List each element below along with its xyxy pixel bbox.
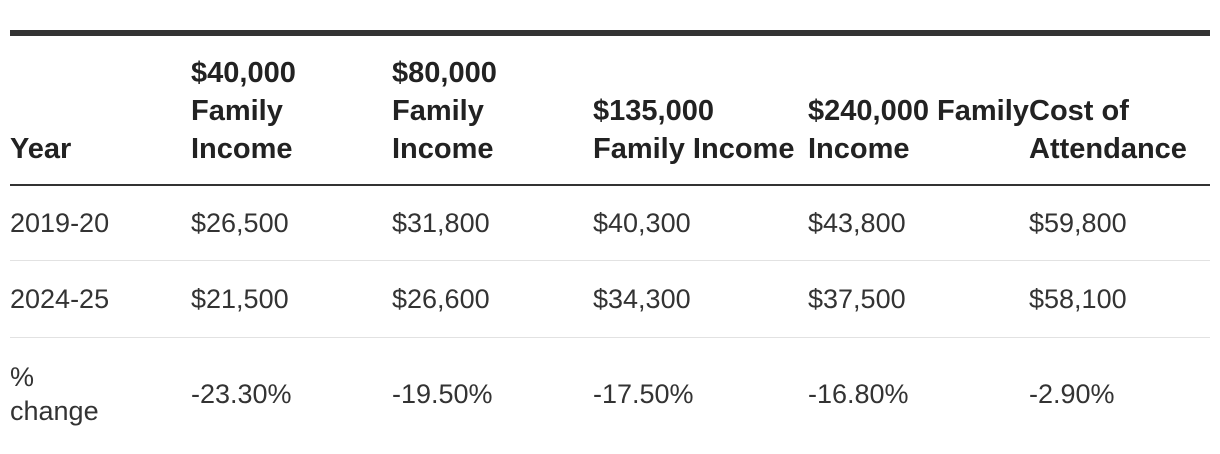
cell-income-135000: -17.50% [593,379,694,409]
cell-income-135000: $40,300 [593,185,808,261]
net-price-table: Year $40,000 Family Income $80,000 Famil… [10,36,1210,450]
cell-income-135000: $34,300 [593,260,808,338]
header-income-135000: $135,000 Family Income [593,36,808,186]
cell-income-240000: -16.80% [808,379,909,409]
cell-cost-of-attendance: $59,800 [1029,185,1210,261]
header-income-40000: $40,000 Family Income [191,36,392,186]
header-income-80000: $80,000 Family Income [392,36,593,186]
cell-cost-of-attendance: $58,100 [1029,260,1210,338]
header-cost-of-attendance: Cost of Attendance [1029,36,1210,186]
table-row: 2024-25 $21,500 $26,600 $34,300 $37,500 … [10,260,1210,338]
cell-year: % change [10,338,191,451]
table-row: % change -23.30% -19.50% -17.50% -16.80%… [10,338,1210,451]
table-top-rule [10,30,1210,36]
percent-change-label: % change [10,362,99,426]
cell-year: 2024-25 [10,260,191,338]
cell-income-40000: -23.30% [191,379,292,409]
cell-income-240000: $37,500 [808,260,1029,338]
header-year: Year [10,36,191,186]
table-row: 2019-20 $26,500 $31,800 $40,300 $43,800 … [10,185,1210,261]
net-price-table-container: Year $40,000 Family Income $80,000 Famil… [10,30,1210,450]
table-body: 2019-20 $26,500 $31,800 $40,300 $43,800 … [10,185,1210,450]
cell-income-240000: $43,800 [808,185,1029,261]
cell-income-80000: -19.50% [392,379,493,409]
cell-income-80000: $26,600 [392,260,593,338]
cell-income-40000: $26,500 [191,185,392,261]
header-row: Year $40,000 Family Income $80,000 Famil… [10,36,1210,186]
cell-cost-of-attendance: -2.90% [1029,379,1115,409]
header-income-240000: $240,000 Family Income [808,36,1029,186]
cell-income-80000: $31,800 [392,185,593,261]
cell-income-40000: $21,500 [191,260,392,338]
cell-year: 2019-20 [10,185,191,261]
table-header: Year $40,000 Family Income $80,000 Famil… [10,36,1210,186]
